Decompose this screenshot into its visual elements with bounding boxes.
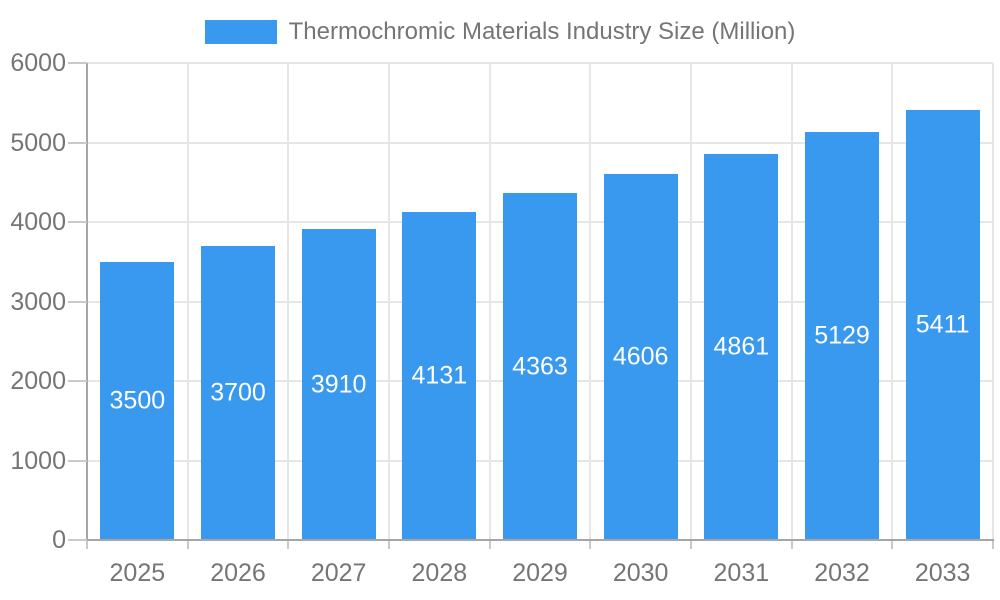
v-gridline — [488, 63, 491, 540]
bar-2032[interactable]: 5129 — [805, 132, 879, 540]
bar-value-label: 5129 — [814, 321, 870, 350]
legend-swatch[interactable] — [204, 20, 277, 44]
x-tick — [488, 541, 491, 549]
x-axis-label: 2031 — [713, 559, 770, 587]
bar-2033[interactable]: 5411 — [905, 109, 980, 540]
bar-value-label: 4606 — [612, 342, 669, 371]
v-gridline — [690, 63, 692, 540]
bar-2029[interactable]: 4363 — [503, 193, 577, 540]
y-tick — [68, 539, 87, 541]
bar-value-label: 4363 — [512, 352, 568, 381]
x-tick — [790, 541, 793, 549]
x-axis-label: 2028 — [411, 559, 468, 587]
bar-value-label: 4861 — [713, 332, 770, 361]
bar-2031[interactable]: 4861 — [704, 153, 779, 540]
x-tick — [287, 541, 290, 549]
y-tick — [68, 141, 87, 144]
x-tick — [690, 541, 692, 549]
x-axis-label: 2029 — [512, 559, 568, 587]
x-tick — [589, 541, 592, 549]
y-axis-label: 4000 — [10, 208, 66, 236]
y-axis-label: 2000 — [10, 367, 66, 395]
x-axis-line — [86, 539, 994, 541]
y-axis-label: 5000 — [10, 128, 66, 157]
x-axis-label: 2030 — [612, 559, 669, 587]
x-axis-label: 2032 — [814, 559, 870, 587]
y-tick — [68, 380, 87, 382]
y-axis-label: 6000 — [10, 49, 66, 77]
h-gridline — [87, 62, 993, 64]
y-tick — [68, 300, 87, 303]
y-tick — [68, 221, 87, 223]
x-tick — [388, 541, 390, 549]
bar-value-label: 5411 — [915, 310, 970, 339]
bar-value-label: 3500 — [109, 386, 166, 415]
bar-2030[interactable]: 4606 — [603, 173, 678, 540]
bar-value-label: 3700 — [210, 378, 266, 407]
bar-2026[interactable]: 3700 — [201, 245, 275, 540]
v-gridline — [186, 63, 189, 540]
v-gridline — [790, 63, 793, 540]
v-gridline — [891, 63, 894, 540]
bar-value-label: 3910 — [310, 370, 367, 399]
legend[interactable]: Thermochromic Materials Industry Size (M… — [0, 18, 1000, 46]
y-tick — [68, 459, 87, 462]
x-axis-label: 2027 — [310, 559, 367, 587]
x-axis-label: 2033 — [914, 559, 971, 587]
bar-value-label: 4131 — [411, 361, 468, 390]
y-axis-line — [86, 63, 88, 542]
x-tick — [992, 541, 994, 549]
x-tick — [86, 541, 88, 549]
y-axis-label: 1000 — [10, 446, 66, 475]
plot-area: 3500 3700 3910 4131 4363 4606 4861 5129 5411 — [87, 62, 994, 540]
x-tick — [186, 541, 189, 549]
v-gridline — [287, 63, 290, 540]
bar-2028[interactable]: 4131 — [402, 211, 477, 540]
y-axis-label: 0 — [52, 526, 66, 554]
v-gridline — [589, 63, 592, 540]
bar-2025[interactable]: 3500 — [100, 261, 175, 540]
x-tick — [891, 541, 894, 549]
y-tick — [68, 62, 87, 64]
x-axis-label: 2025 — [109, 559, 166, 587]
y-axis-label: 3000 — [10, 287, 66, 316]
h-gridline — [87, 141, 993, 144]
v-gridline — [992, 63, 994, 540]
x-axis-label: 2026 — [210, 559, 266, 587]
bar-2027[interactable]: 3910 — [301, 229, 376, 540]
legend-label[interactable]: Thermochromic Materials Industry Size (M… — [288, 18, 796, 45]
v-gridline — [388, 63, 390, 540]
